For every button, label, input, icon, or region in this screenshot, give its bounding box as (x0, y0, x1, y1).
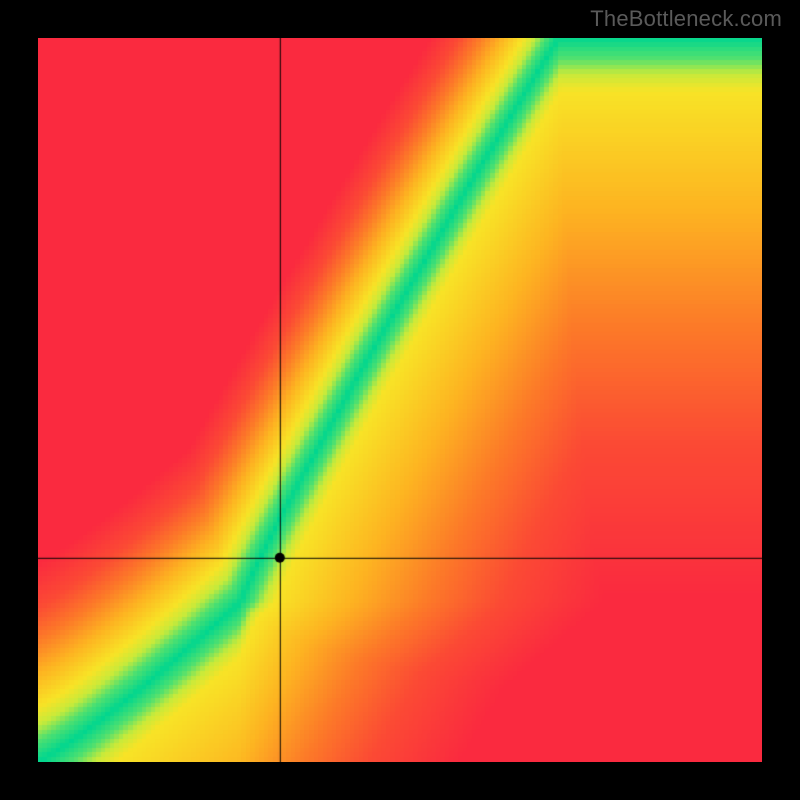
bottleneck-heatmap (38, 38, 762, 762)
watermark-text: TheBottleneck.com (590, 6, 782, 32)
chart-container: TheBottleneck.com (0, 0, 800, 800)
